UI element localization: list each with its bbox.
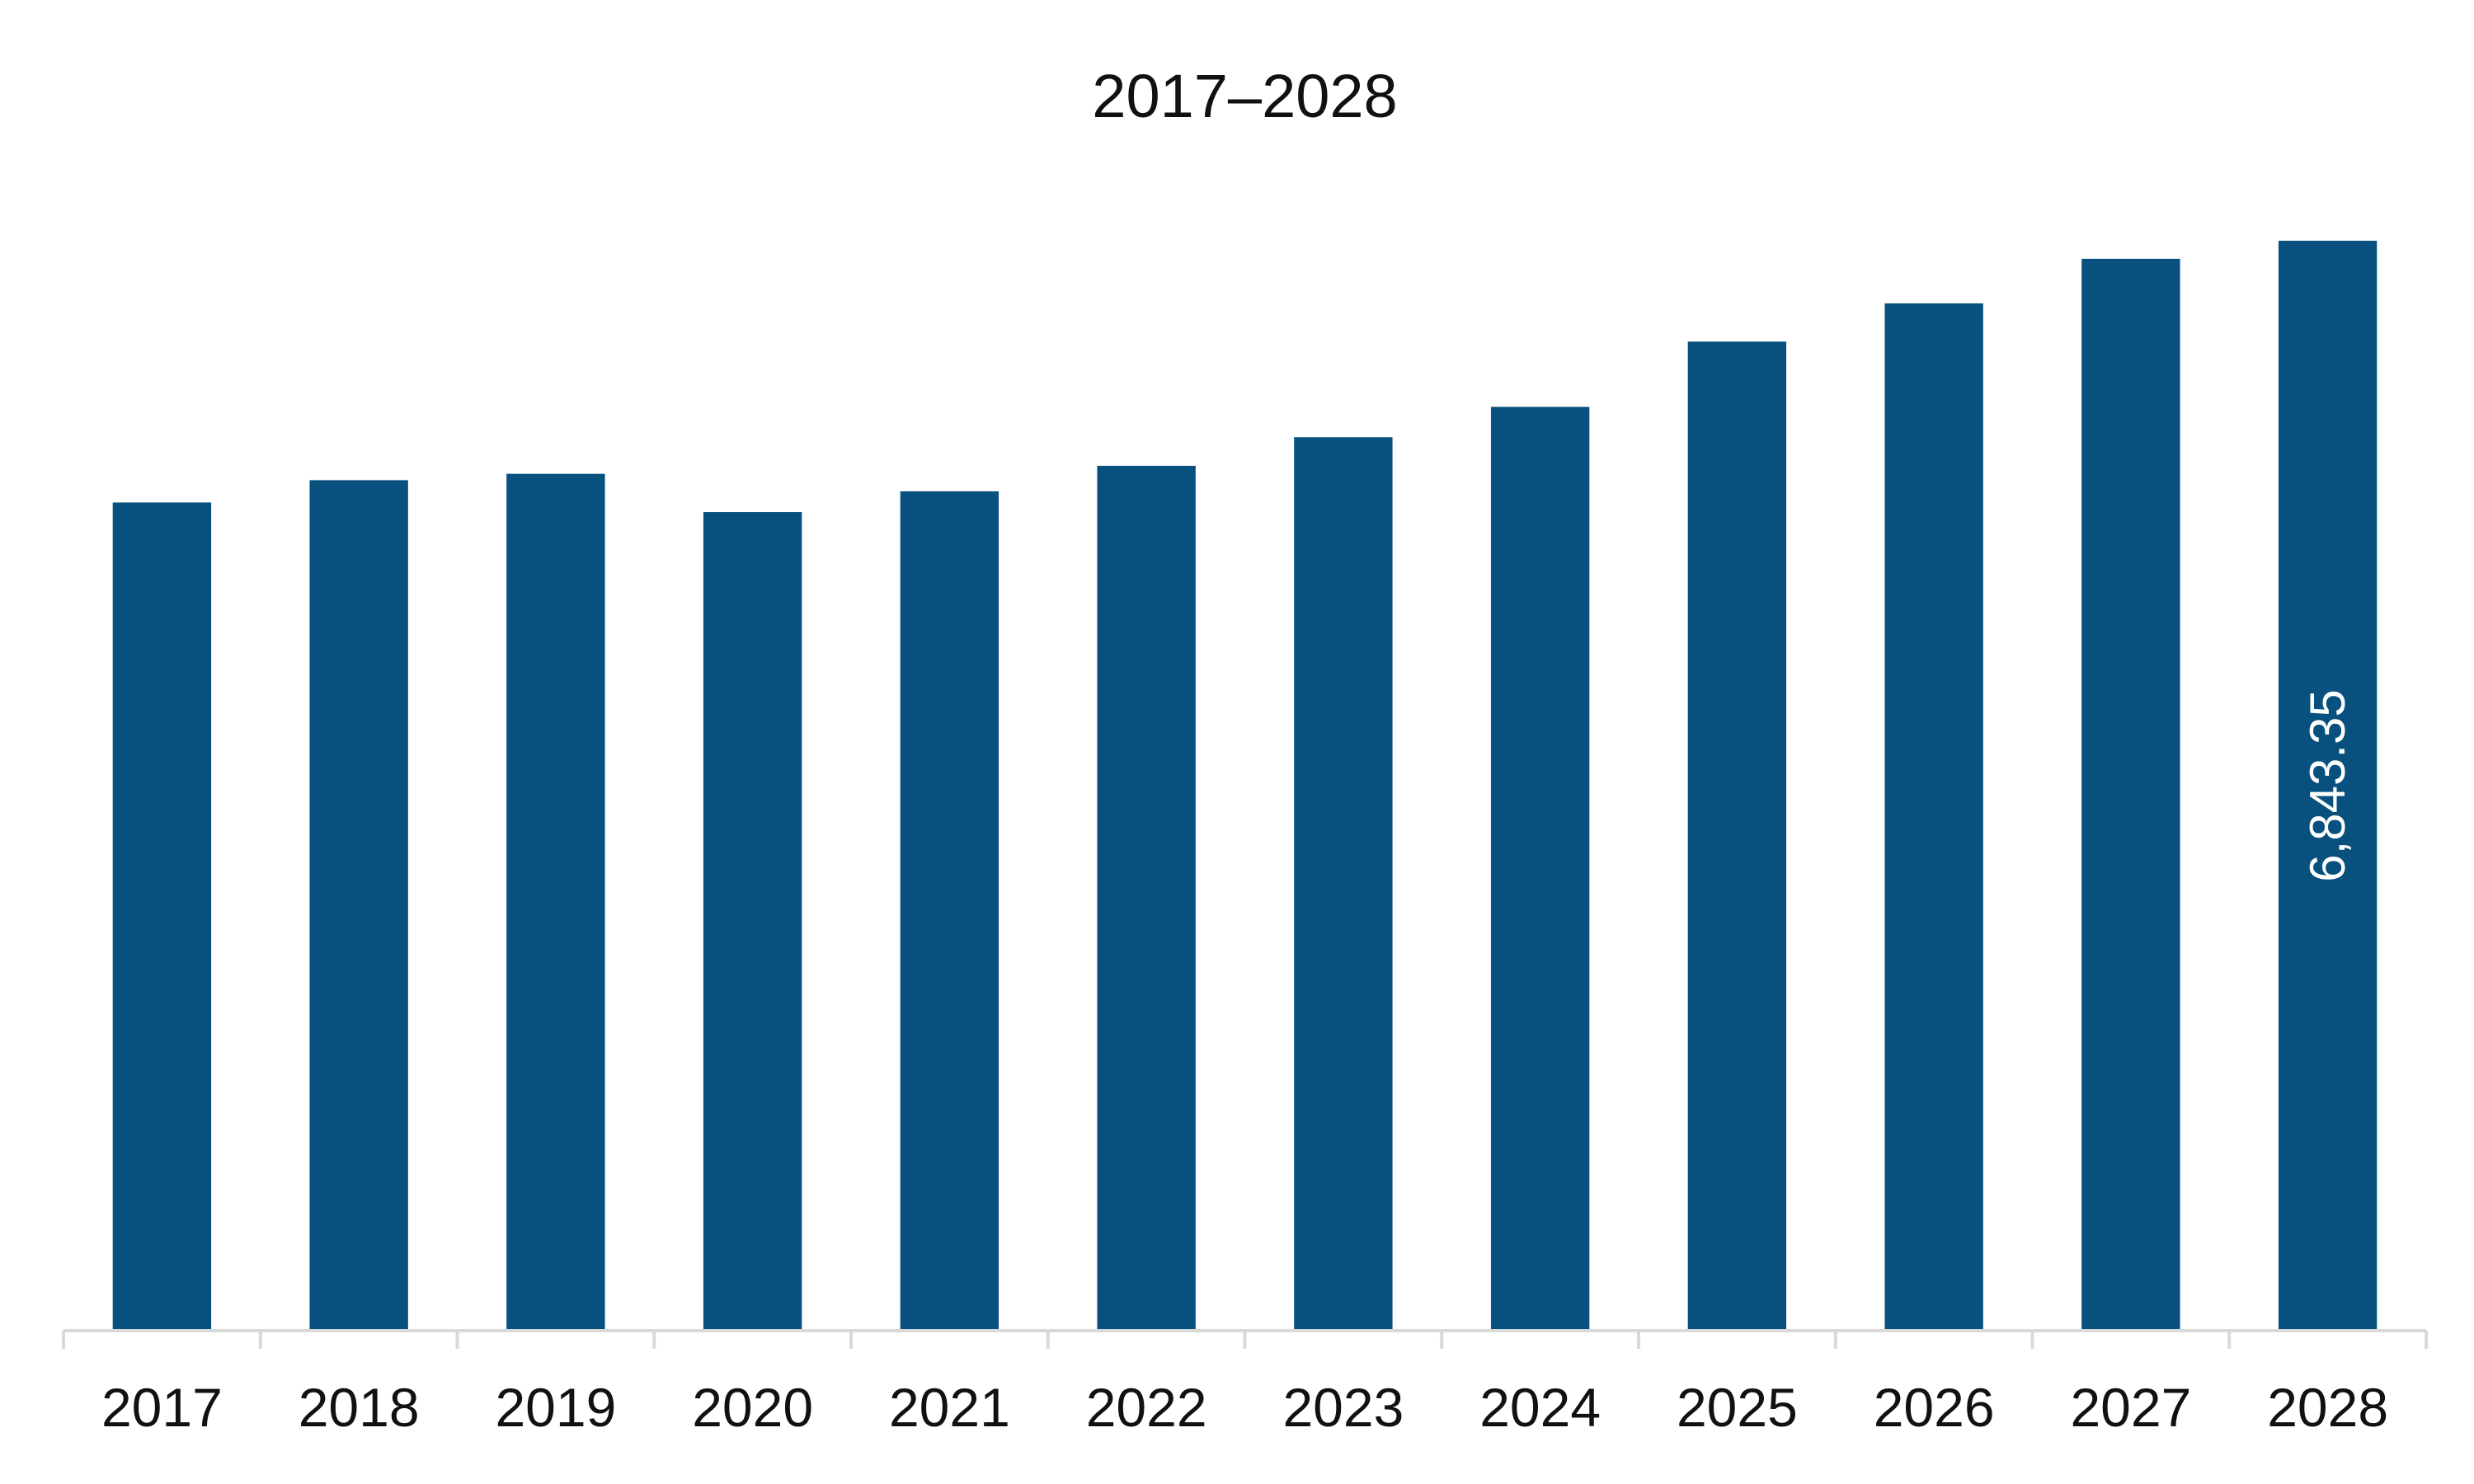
bar-2022 [1097, 466, 1196, 1331]
data-labels: 6,843.35 [2300, 689, 2355, 882]
x-axis [62, 1329, 2428, 1349]
bar-2017 [112, 502, 212, 1331]
x-tick-label: 2028 [2267, 1377, 2388, 1438]
x-tick-label: 2017 [101, 1377, 223, 1438]
bar-2024 [1490, 406, 1590, 1331]
bar-2025 [1687, 341, 1787, 1331]
x-tick-label: 2019 [495, 1377, 616, 1438]
bar-2026 [1884, 303, 1983, 1331]
bar-2020 [703, 512, 802, 1331]
x-tick-label: 2027 [2070, 1377, 2191, 1438]
x-tick-label: 2026 [1874, 1377, 1995, 1438]
chart-title: 2017–2028 [1092, 62, 1397, 130]
x-tick-label: 2024 [1479, 1377, 1601, 1438]
bar-2027 [2081, 258, 2180, 1331]
bar-2023 [1294, 437, 1393, 1331]
bar-2019 [506, 473, 605, 1331]
x-tick-labels: 2017 2018 2019 2020 2021 2022 2023 2024 2025 2026… [101, 1377, 2388, 1438]
bar-2021 [900, 491, 999, 1331]
data-label-2028: 6,843.35 [2300, 689, 2355, 882]
bar-2028 [2278, 241, 2378, 1331]
x-tick-label: 2023 [1282, 1377, 1404, 1438]
x-tick-label: 2018 [299, 1377, 420, 1438]
x-tick-label: 2021 [889, 1377, 1010, 1438]
x-tick-label: 2020 [692, 1377, 813, 1438]
bar-2018 [309, 480, 408, 1331]
x-tick-label: 2025 [1677, 1377, 1798, 1438]
x-tick-label: 2022 [1086, 1377, 1207, 1438]
bars-group [112, 241, 2378, 1331]
